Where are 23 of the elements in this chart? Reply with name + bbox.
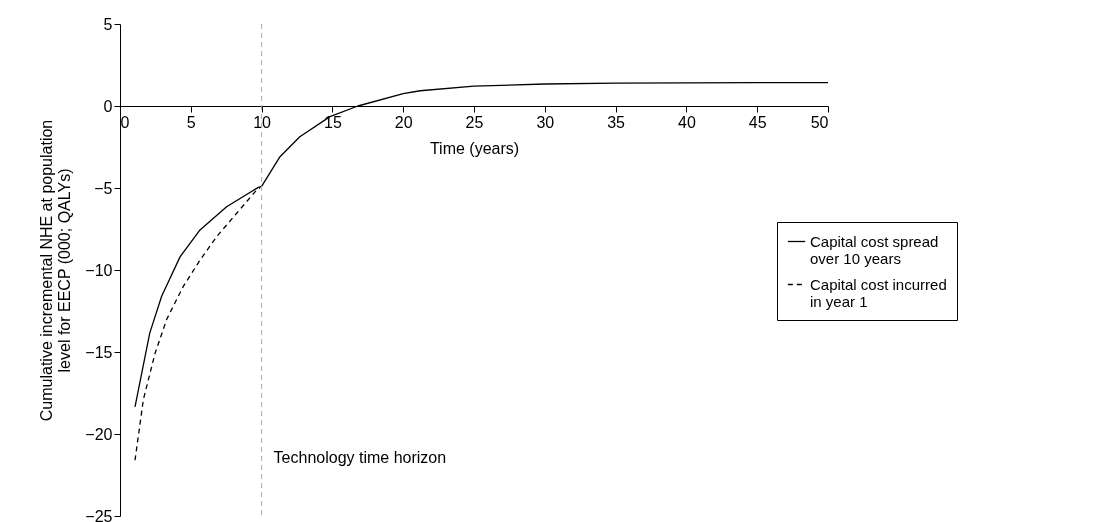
ref-line-label: Technology time horizon: [273, 449, 447, 466]
x-tick-label: 5: [186, 113, 196, 131]
x-tick-label: 20: [394, 113, 413, 131]
y-tick-label: −25: [85, 507, 113, 522]
y-tick-label: −5: [94, 179, 113, 197]
y-tick-label: −15: [85, 343, 113, 361]
x-axis-title: Time (years): [429, 139, 520, 157]
x-tick-label: 15: [324, 113, 342, 131]
x-tick-label: 30: [536, 113, 555, 131]
y-tick-label: 0: [103, 97, 113, 115]
legend-label: Capital cost spread over 10 years: [810, 232, 939, 267]
x-tick-label: 50: [810, 113, 829, 131]
legend-label: Capital cost incurred in year 1: [810, 275, 947, 310]
x-tick-label: 25: [465, 113, 484, 131]
y-tick-label: −10: [85, 261, 113, 279]
y-tick-label: −20: [85, 425, 113, 443]
y-axis-title: Cumulative incremental NHE at population level for EECP (000; QALYs): [38, 119, 74, 422]
x-tick-label: 40: [678, 113, 696, 131]
x-tick-label: 35: [607, 113, 626, 131]
x-tick-label: 10: [253, 113, 272, 131]
y-tick-label: 5: [103, 15, 113, 33]
x-tick-label: 45: [748, 113, 767, 131]
x-tick-label: 0: [120, 113, 130, 131]
